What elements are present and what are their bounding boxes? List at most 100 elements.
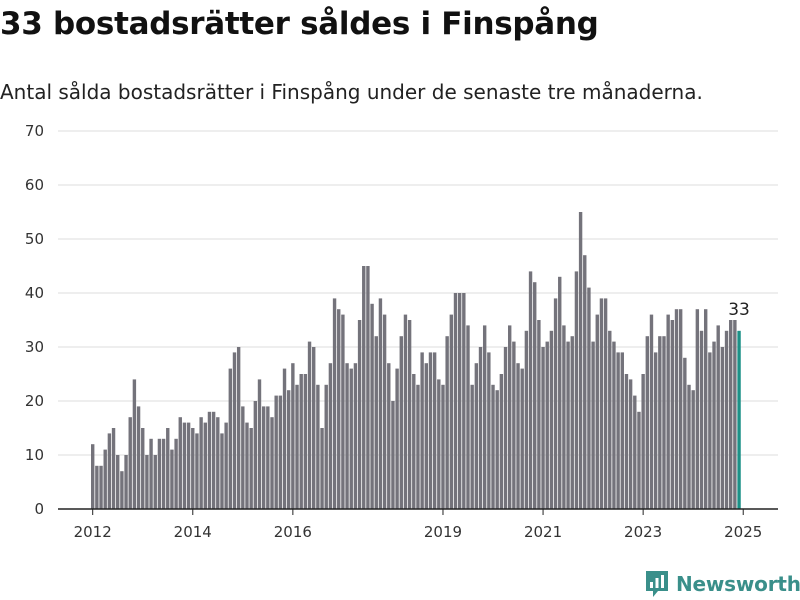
bar <box>695 309 700 509</box>
bar <box>603 298 608 509</box>
bar <box>653 352 658 509</box>
bar <box>474 363 479 509</box>
bar <box>245 422 249 509</box>
bar <box>403 314 408 509</box>
bar <box>320 428 324 509</box>
bar <box>537 320 541 509</box>
chart-subtitle: Antal sålda bostadsrätter i Finspång und… <box>0 80 703 104</box>
bar <box>186 422 191 509</box>
bar <box>282 368 287 509</box>
bar <box>687 384 691 509</box>
bar <box>166 428 170 509</box>
bar <box>420 352 424 509</box>
bar <box>566 341 570 509</box>
bar <box>345 363 349 509</box>
bar <box>253 401 258 509</box>
bar <box>270 417 274 509</box>
bar <box>382 314 387 509</box>
bar <box>553 298 558 509</box>
bar <box>370 303 374 509</box>
bar <box>520 368 524 509</box>
brand-name: Newsworthy <box>676 572 800 596</box>
bar <box>362 266 366 509</box>
bar <box>95 465 99 509</box>
bar <box>241 406 245 509</box>
bar <box>724 330 729 509</box>
bar <box>337 309 341 509</box>
bar <box>395 368 399 509</box>
bar <box>286 390 291 509</box>
bar <box>495 390 499 509</box>
bar <box>399 336 403 509</box>
y-tick-label: 0 <box>34 500 44 518</box>
bar <box>578 212 583 509</box>
bar <box>716 325 720 509</box>
bar <box>266 406 270 509</box>
bar <box>637 411 641 509</box>
bar <box>612 341 616 509</box>
bar <box>324 384 328 509</box>
bar <box>733 320 737 509</box>
gridlines <box>58 130 778 456</box>
x-tick-label: 2014 <box>174 523 212 541</box>
bar <box>307 341 312 509</box>
bar <box>103 449 107 509</box>
bar <box>145 455 149 509</box>
bar <box>516 363 520 509</box>
bar <box>116 455 120 509</box>
bar <box>499 374 504 509</box>
bar <box>211 411 216 509</box>
bar <box>249 428 253 509</box>
bar <box>316 384 320 509</box>
bar <box>708 352 712 509</box>
bar <box>424 363 428 509</box>
x-tick-label: 2021 <box>524 523 562 541</box>
bar <box>191 428 195 509</box>
bar <box>574 271 579 509</box>
highlight-data-label: 33 <box>728 300 750 320</box>
bars <box>91 212 741 509</box>
bar-highlight <box>737 330 741 509</box>
bar <box>303 374 308 509</box>
y-tick-label: 30 <box>25 338 44 356</box>
bar <box>182 422 187 509</box>
bar <box>91 444 95 509</box>
page-title: 33 bostadsrätter såldes i Finspång <box>0 6 599 42</box>
bar <box>366 266 370 509</box>
bar <box>624 374 629 509</box>
y-tick-label: 10 <box>25 446 44 464</box>
bar <box>678 309 683 509</box>
bar <box>374 336 378 509</box>
bar <box>207 411 212 509</box>
y-tick-label: 50 <box>25 230 44 248</box>
bar <box>274 395 278 509</box>
bar <box>412 374 416 509</box>
bar <box>449 314 454 509</box>
bar <box>178 417 182 509</box>
bar <box>407 320 412 509</box>
bar <box>558 276 562 509</box>
bar-chart: 2012 2014 2016 2019 2021 2023 2025 0 10 20 30 40 50… <box>25 122 778 541</box>
bar <box>195 433 199 509</box>
bar <box>729 320 733 509</box>
bar <box>428 352 433 509</box>
bar <box>524 330 529 509</box>
bar <box>299 374 303 509</box>
bar <box>312 347 316 509</box>
bar <box>257 379 262 509</box>
bar <box>128 417 132 509</box>
newsworthy-logo-icon <box>646 571 668 597</box>
bar <box>595 314 599 509</box>
bar <box>203 422 207 509</box>
bar <box>670 320 675 509</box>
bar <box>453 293 458 509</box>
bar <box>528 271 533 509</box>
bar <box>591 341 595 509</box>
bar <box>587 287 591 509</box>
bar <box>608 330 612 509</box>
x-axis: 2012 2014 2016 2019 2021 2023 2025 <box>58 508 778 541</box>
bar <box>470 384 474 509</box>
brand: Newsworthy <box>644 569 800 599</box>
bar <box>712 341 716 509</box>
bar <box>699 330 704 509</box>
